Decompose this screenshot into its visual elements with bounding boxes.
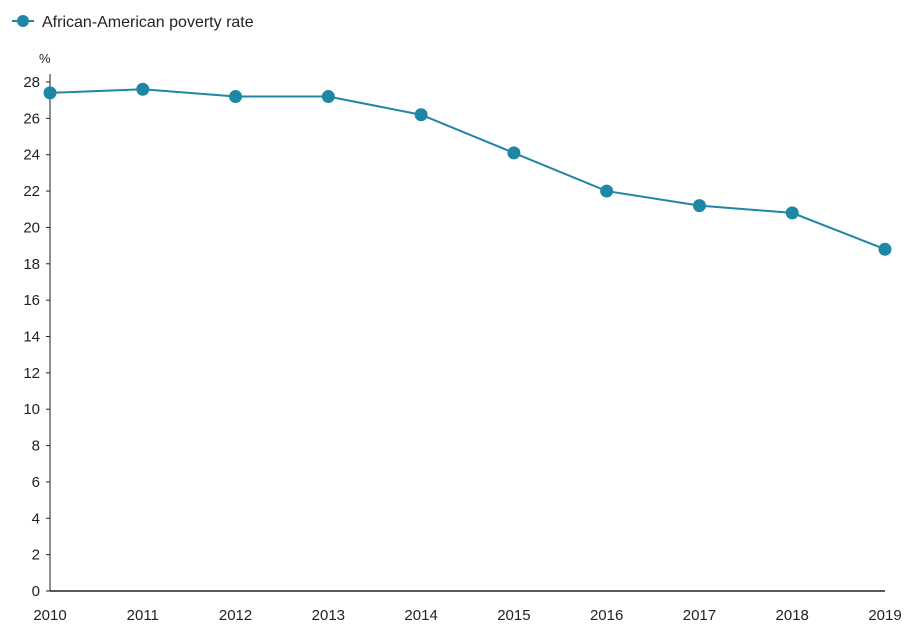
data-point — [321, 90, 335, 104]
y-tick-label: 22 — [23, 183, 40, 200]
legend-label: African-American poverty rate — [42, 14, 254, 31]
y-tick-label: 8 — [32, 438, 40, 455]
x-tick-label: 2019 — [868, 607, 901, 624]
data-point — [414, 108, 428, 122]
y-tick-label: 16 — [23, 292, 40, 309]
y-tick-label: 0 — [32, 583, 40, 600]
x-tick-label: 2016 — [590, 607, 623, 624]
data-point — [43, 86, 57, 100]
x-tick-label: 2014 — [404, 607, 437, 624]
y-tick-label: 14 — [23, 329, 40, 346]
y-tick-label: 6 — [32, 474, 40, 491]
data-point — [600, 184, 614, 198]
data-point — [692, 199, 706, 213]
legend: African-American poverty rate — [12, 14, 254, 31]
series-layer — [43, 82, 892, 256]
data-point — [878, 242, 892, 256]
y-tick-label: 10 — [23, 401, 40, 418]
y-tick-label: 2 — [32, 547, 40, 564]
y-tick-label: 4 — [32, 510, 40, 527]
y-tick-label: 28 — [23, 74, 40, 91]
y-axis-unit-label: % — [39, 51, 51, 66]
y-tick-label: 12 — [23, 365, 40, 382]
x-tick-label: 2012 — [219, 607, 252, 624]
data-point — [507, 146, 521, 160]
x-tick-label: 2017 — [683, 607, 716, 624]
x-tick-label: 2015 — [497, 607, 530, 624]
y-tick-label: 26 — [23, 110, 40, 127]
data-point — [229, 90, 243, 104]
y-tick-label: 20 — [23, 219, 40, 236]
y-tick-label: 24 — [23, 147, 40, 164]
x-tick-label: 2011 — [127, 607, 159, 624]
x-tick-label: 2018 — [776, 607, 809, 624]
data-point — [136, 82, 150, 96]
x-axis-ticks: 2010 2011 2012 2013 2014 2015 2016 2017 2018 2019 — [33, 607, 901, 624]
x-tick-label: 2013 — [312, 607, 345, 624]
legend-marker-swatch — [17, 15, 29, 27]
series-line — [49, 88, 886, 251]
data-point — [785, 206, 799, 220]
y-tick-label: 18 — [23, 256, 40, 273]
x-tick-label: 2010 — [33, 607, 66, 624]
